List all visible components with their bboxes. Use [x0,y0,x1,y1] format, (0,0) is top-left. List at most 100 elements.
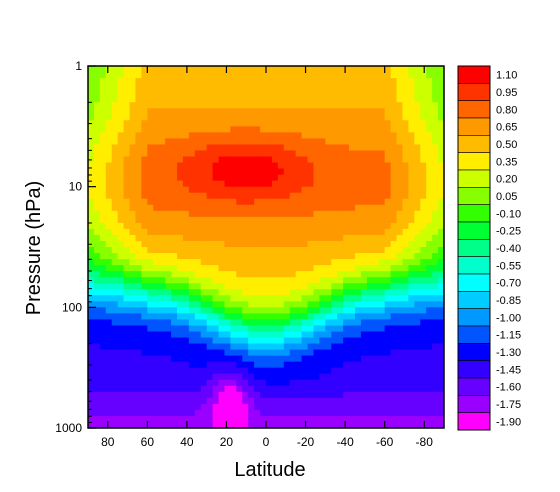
contour-cell [414,234,421,242]
contour-cell [242,301,249,308]
contour-cell [224,259,231,266]
contour-cell [177,259,184,266]
contour-cell [343,174,350,182]
contour-cell [248,361,255,369]
contour-cell [343,367,350,375]
contour-cell [289,277,297,284]
contour-cell [224,247,231,254]
contour-cell [295,361,303,369]
contour-cell [366,66,374,73]
contour-cell [141,210,148,218]
contour-cell [307,108,315,115]
contour-cell [277,126,285,133]
x-tick-label: -80 [416,435,434,449]
contour-cell [171,337,178,345]
colorbar-label: 1.10 [496,70,517,82]
contour-cell [432,253,439,260]
contour-cell [182,240,190,248]
contour-cell [426,102,433,109]
contour-cell [218,409,226,417]
contour-cell [378,114,386,121]
contour-cell [177,367,184,375]
contour-cell [260,186,267,194]
contour-cell [171,216,178,224]
contour-cell [283,421,291,428]
contour-cell [218,228,226,236]
contour-cell [355,325,362,333]
contour-cell [283,108,291,115]
contour-cell [366,108,374,115]
contour-cell [248,240,255,248]
contour-cell [331,102,338,109]
contour-cell [301,361,309,369]
contour-cell [343,138,350,146]
contour-cell [277,397,285,405]
contour-cell [343,265,350,272]
contour-cell [177,240,184,248]
contour-cell [88,343,95,351]
contour-cell [171,66,178,73]
contour-cell [188,367,196,375]
contour-cell [325,108,332,115]
contour-cell [283,391,291,399]
contour-cell [283,72,291,79]
contour-cell [194,391,202,399]
contour-cell [271,78,279,85]
contour-cell [230,271,237,278]
contour-cell [135,162,142,170]
contour-cell [319,228,326,236]
contour-cell [402,66,409,73]
contour-cell [307,96,315,103]
contour-cell [242,391,249,399]
contour-cell [236,361,243,369]
contour-cell [289,144,297,152]
contour-cell [378,198,386,206]
contour-cell [432,156,439,164]
contour-cell [277,114,285,121]
contour-cell [402,114,409,121]
contour-cell [414,283,421,290]
contour-cell [378,216,386,224]
contour-cell [254,421,261,428]
contour-cell [129,295,137,302]
contour-cell [432,168,439,176]
contour-cell [123,96,131,103]
contour-cell [200,247,208,254]
contour-cell [212,186,220,194]
contour-cell [141,277,148,284]
contour-cell [289,367,297,375]
contour-cell [396,90,404,97]
contour-cell [260,277,267,284]
contour-cell [254,240,261,248]
contour-cell [319,343,326,351]
contour-cell [260,222,267,230]
contour-cell [206,403,214,411]
contour-cell [206,156,214,164]
contour-cell [206,168,214,176]
contour-cell [171,301,178,308]
contour-cell [206,385,214,393]
contour-cell [188,90,196,97]
contour-cell [171,331,178,339]
contour-cell [402,271,409,278]
contour-cell [378,180,386,188]
contour-cell [301,180,309,188]
contour-cell [88,391,95,399]
contour-cell [147,84,154,91]
contour-cell [117,367,125,375]
contour-cell [331,271,338,278]
contour-cell [420,96,427,103]
contour-cell [420,259,427,266]
contour-cell [301,144,309,152]
contour-cell [331,240,338,248]
contour-cell [420,343,427,351]
contour-cell [117,156,125,164]
contour-cell [248,313,255,320]
contour-cell [212,319,220,327]
contour-cell [153,355,160,363]
contour-cell [147,289,154,296]
contour-cell [414,210,421,218]
contour-cell [123,313,131,320]
contour-cell [277,409,285,417]
